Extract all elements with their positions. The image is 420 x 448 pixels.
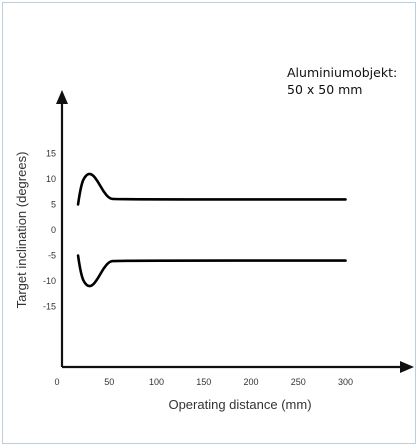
annotation-line-2: 50 x 50 mm: [287, 82, 363, 97]
x-tick-label-6: 300: [338, 377, 353, 387]
series-line-1: [76, 254, 347, 288]
y-tick-label-4: -5: [48, 251, 56, 261]
y-tick-label-2: 5: [51, 200, 56, 210]
x-tick-label-3: 150: [196, 377, 211, 387]
y-tick-label-0: 15: [46, 149, 56, 159]
y-axis-arrow: [56, 90, 68, 104]
x-tick-label-5: 250: [291, 377, 306, 387]
axes: [56, 90, 414, 373]
y-axis-label: Target inclination (degrees): [14, 152, 29, 309]
x-tick-label-2: 100: [149, 377, 164, 387]
x-axis-label: Operating distance (mm): [168, 397, 311, 412]
series-lines: [76, 172, 347, 288]
y-tick-label-3: 0: [51, 225, 56, 235]
y-tick-label-5: -10: [43, 276, 56, 286]
x-tick-label-1: 50: [104, 377, 114, 387]
y-tick-label-1: 10: [46, 174, 56, 184]
series-line-0: [76, 172, 347, 206]
chart-annotation: Aluminiumobjekt: 50 x 50 mm: [287, 64, 397, 98]
x-tick-label-0: 0: [54, 377, 59, 387]
x-axis-arrow: [400, 361, 414, 373]
x-tick-label-4: 200: [243, 377, 258, 387]
chart-frame: [2, 2, 416, 444]
y-tick-label-6: -15: [43, 302, 56, 312]
annotation-line-1: Aluminiumobjekt:: [287, 65, 398, 80]
